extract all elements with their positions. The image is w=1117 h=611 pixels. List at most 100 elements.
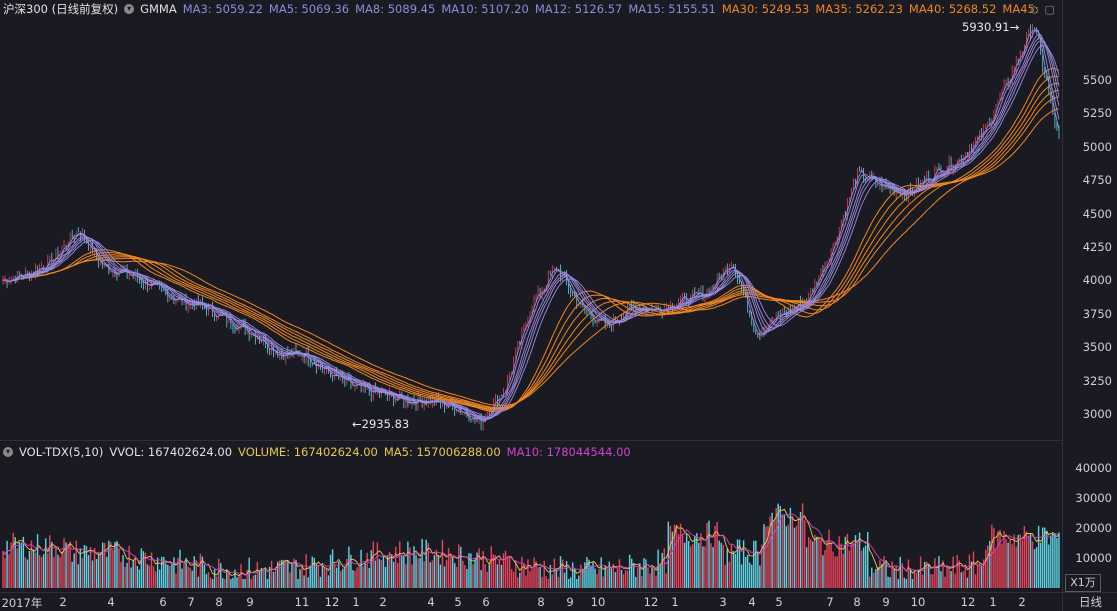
volume-bar	[409, 547, 411, 588]
volume-bar	[692, 543, 694, 588]
price-tick-label: 4250	[1082, 240, 1112, 254]
volume-bar	[498, 559, 501, 588]
volume-bar	[938, 556, 940, 588]
volume-bar	[519, 572, 521, 588]
volume-bar	[238, 576, 240, 588]
volume-bar	[895, 565, 897, 588]
volume-bar	[956, 555, 958, 588]
volume-bar	[899, 556, 901, 588]
volume-bar	[138, 569, 141, 588]
volume-bar	[844, 536, 847, 588]
volume-bar	[1039, 542, 1042, 588]
long-ma-line	[2, 82, 1059, 410]
price-axis[interactable]: 5500 5250 5000 4750 4500 4250 4000 3750 3500 3250…	[1062, 0, 1117, 440]
volume-bar	[677, 534, 680, 588]
period-button[interactable]: 日线	[1062, 592, 1117, 611]
volume-bar	[297, 579, 299, 588]
date-axis[interactable]: 2017年 2 4 6 7 8 9 11 12 1 2 4 5 6 8 9 10 12 1 3 4 5 7 8 9 10 12 1 2	[0, 592, 1062, 611]
volume-bar	[889, 577, 891, 588]
volume-bar	[460, 546, 462, 588]
indicator-settings-icon[interactable]: ▾	[124, 4, 135, 14]
volume-bar	[128, 545, 130, 588]
volume-chart-panel[interactable]	[0, 440, 1062, 592]
volume-bar	[453, 563, 456, 588]
volume-bar	[2, 550, 4, 588]
volume-bar	[781, 514, 783, 588]
date-label: 6	[482, 595, 490, 609]
volume-bar	[694, 535, 696, 588]
volume-bar	[647, 567, 649, 588]
volume-bar	[921, 574, 924, 588]
volume-bar	[337, 561, 340, 588]
volume-bar	[582, 568, 584, 588]
volume-bar	[87, 555, 90, 588]
volume-bar	[26, 559, 29, 588]
volume-bar	[486, 571, 488, 588]
volume-bar	[828, 529, 830, 588]
volume-bar	[362, 566, 364, 588]
volume-bar	[403, 555, 405, 588]
volume-bar	[1048, 544, 1050, 588]
volume-axis[interactable]: 40000 30000 20000 10000	[1062, 440, 1117, 592]
volume-bar	[826, 540, 828, 588]
volume-unit-box[interactable]: X1万	[1065, 574, 1101, 592]
indicator-name[interactable]: GMMA	[140, 2, 177, 16]
volume-bar	[386, 555, 389, 588]
volume-bar	[504, 550, 507, 588]
price-chart-panel[interactable]	[0, 0, 1062, 440]
volume-bar	[95, 559, 98, 588]
volume-bar	[154, 571, 157, 588]
volume-bar	[590, 565, 592, 588]
volume-bar	[893, 569, 895, 588]
volume-bar	[384, 566, 387, 588]
volume-bar	[604, 566, 606, 588]
volume-chart-svg	[2, 503, 1060, 588]
volume-bar	[118, 548, 120, 588]
volume-settings-icon[interactable]: ▾	[3, 447, 13, 457]
maximize-icon[interactable]: ▢	[1044, 3, 1055, 16]
volume-bar	[262, 570, 265, 588]
volume-bar	[77, 564, 79, 588]
volume-bar	[1058, 532, 1060, 588]
volume-bar	[36, 534, 39, 588]
volume-bar	[32, 549, 35, 588]
volume-bar	[85, 545, 88, 588]
volume-bar	[458, 544, 460, 588]
volume-bar	[258, 569, 261, 588]
volume-bar	[360, 549, 362, 588]
volume-bar	[67, 543, 69, 588]
volume-bar	[217, 558, 220, 588]
volume-bar	[510, 569, 513, 588]
volume-bar	[714, 525, 716, 588]
date-label: 1	[671, 595, 679, 609]
volume-bar	[630, 558, 633, 588]
diamond-icon[interactable]: ◇	[1030, 3, 1039, 16]
volume-bar	[527, 559, 529, 588]
instrument-title[interactable]: 沪深300 (日线前复权)	[3, 2, 119, 16]
vol-indicator-name[interactable]: VOL-TDX(5,10)	[19, 445, 104, 459]
volume-bar	[555, 568, 558, 588]
volume-bar	[962, 571, 965, 588]
volume-bar	[616, 566, 619, 588]
volume-bar	[728, 561, 731, 588]
long-ma-line	[2, 75, 1060, 411]
volume-bar	[557, 576, 560, 588]
volume-bar	[551, 574, 554, 588]
ma-legend-item: MA15: 5155.51	[628, 2, 716, 16]
volume-bar	[869, 576, 871, 588]
volume-bar	[47, 553, 49, 588]
volume-bar	[681, 533, 684, 588]
volume-bar	[75, 540, 77, 588]
volume-bar	[759, 565, 761, 588]
volume-bar	[1005, 538, 1007, 588]
volume-bar	[1037, 525, 1040, 588]
date-label: 2017年	[1, 596, 43, 610]
date-label: 9	[566, 595, 574, 609]
volume-bar	[146, 564, 149, 588]
volume-bar	[612, 563, 615, 588]
volume-bar	[335, 567, 338, 588]
volume-bar	[260, 567, 263, 588]
volume-bar	[150, 552, 153, 588]
volume-bar	[480, 569, 482, 588]
high-value: 5930.91	[962, 20, 1010, 34]
